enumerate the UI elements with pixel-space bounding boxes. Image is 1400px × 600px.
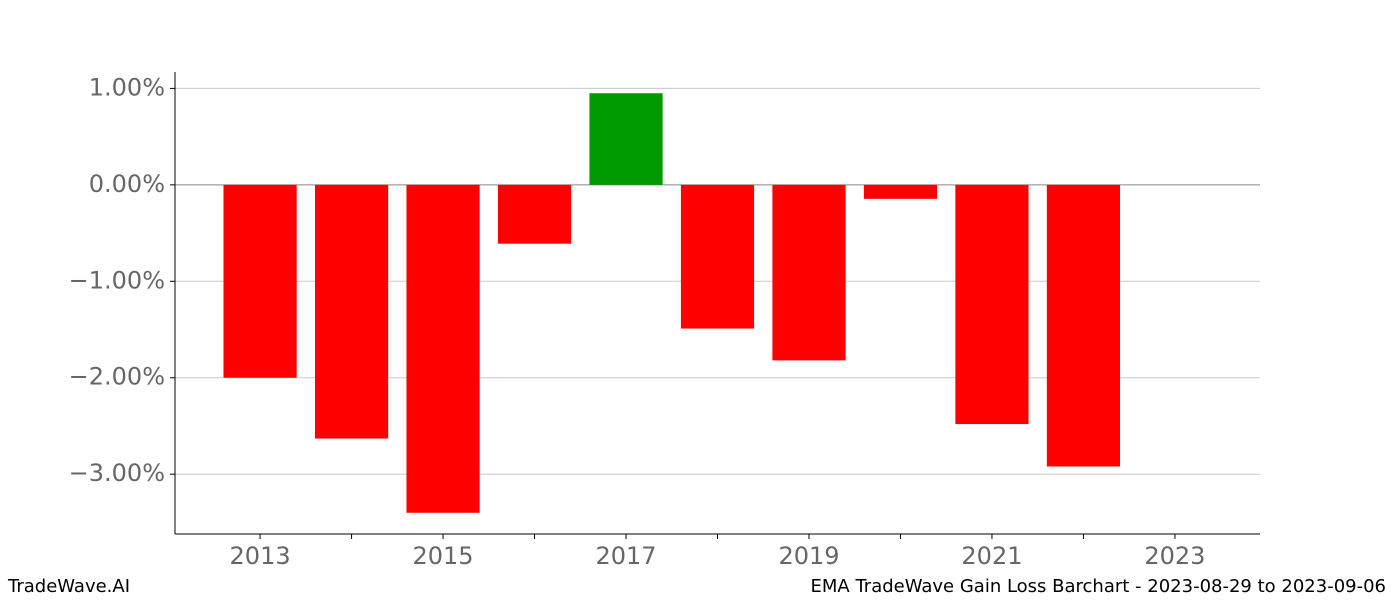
bar [223,184,297,378]
x-tick-label: 2019 [778,542,839,570]
x-tick-label: 2023 [1144,542,1205,570]
bar [497,184,572,244]
bar [772,184,846,361]
bar [955,184,1029,425]
footer-right: EMA TradeWave Gain Loss Barchart - 2023-… [811,576,1387,597]
x-tick-label: 2015 [413,542,474,570]
footer-left: TradeWave.AI [7,576,130,597]
x-tick-label: 2013 [230,542,291,570]
y-tick-label: 0.00% [89,170,165,198]
bar [863,184,938,199]
bar [680,184,755,329]
y-tick-label: −2.00% [69,363,165,391]
bar [589,93,663,185]
bar [406,184,480,513]
y-tick-label: −3.00% [69,459,165,487]
x-tick-label: 2017 [595,542,656,570]
bar [1046,184,1121,467]
x-tick-label: 2021 [961,542,1022,570]
y-tick-label: 1.00% [89,73,165,101]
y-tick-label: −1.00% [69,266,165,294]
bar [314,184,389,439]
